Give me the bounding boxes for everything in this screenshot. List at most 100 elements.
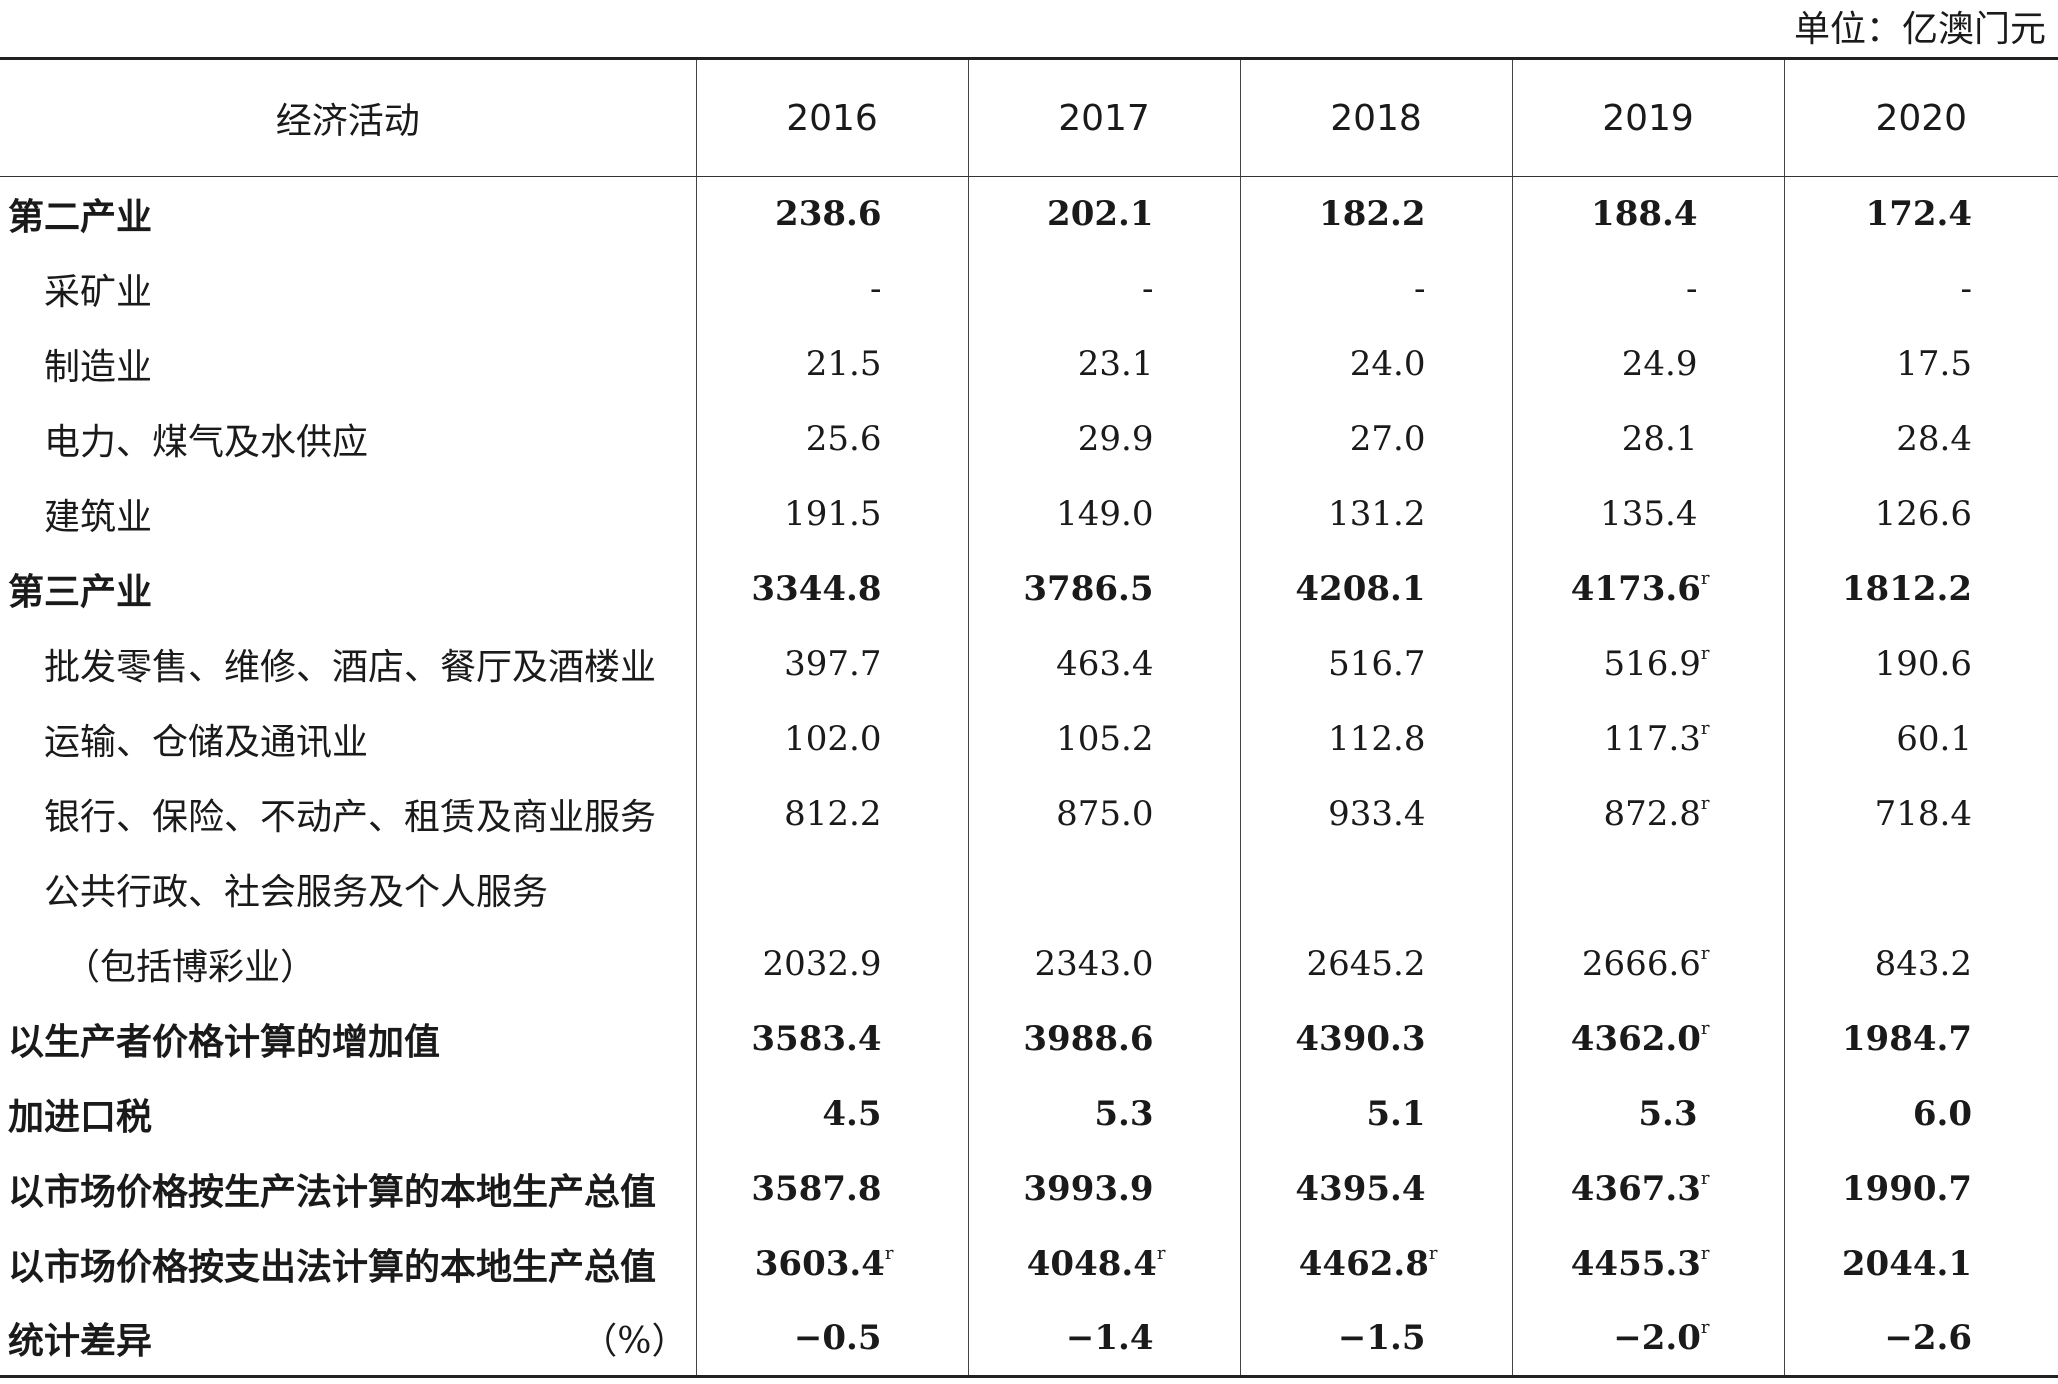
cell-value: 188.4 <box>1511 176 1784 252</box>
row-label: 以市场价格按生产法计算的本地生产总值 <box>8 1171 657 1213</box>
cell-value: 4048.4r <box>967 1226 1240 1302</box>
cell-value: - <box>1239 251 1512 327</box>
cell-value: −1.5 <box>1239 1301 1512 1378</box>
revised-mark: r <box>1700 942 1710 964</box>
value-text: 24.9 <box>1621 344 1698 384</box>
table-row: 统计差异 （%） −0.5 −1.4 −1.5 −2.0r −2.6 <box>0 1301 2058 1378</box>
cell-value: 3993.9 <box>967 1151 1240 1227</box>
value-text: 102.0 <box>784 719 882 759</box>
value-text: 60.1 <box>1896 719 1972 759</box>
row-label: 采矿业 <box>44 272 153 313</box>
cell-value: 463.4 <box>967 626 1240 702</box>
cell-value <box>695 851 968 927</box>
value-text: 17.5 <box>1896 344 1972 384</box>
value-text: - <box>870 269 882 309</box>
value-text: 2044.1 <box>1841 1244 1972 1284</box>
value-text: −2.6 <box>1884 1318 1972 1359</box>
cell-value: 875.0 <box>967 776 1240 852</box>
revised-mark: r <box>1428 1242 1438 1264</box>
revised-mark: r <box>1700 1242 1710 1264</box>
value-text: 23.1 <box>1077 344 1154 384</box>
table-row: 加进口税 4.5 5.3 5.1 5.3 6.0 <box>0 1076 2058 1152</box>
revised-mark: r <box>1700 1316 1710 1338</box>
value-text: 872.8 <box>1603 794 1701 834</box>
value-text: −0.5 <box>793 1318 882 1359</box>
header-year: 2019 <box>1511 57 1784 177</box>
cell-value: 1812.2 <box>1783 551 2058 627</box>
cell-value <box>1239 851 1512 927</box>
cell-value: 3786.5 <box>967 551 1240 627</box>
value-text: 718.4 <box>1874 794 1972 834</box>
value-text: 25.6 <box>805 419 882 459</box>
value-text: −1.4 <box>1065 1318 1154 1359</box>
cell-value: - <box>1783 251 2058 327</box>
cell-value: 4395.4 <box>1239 1151 1512 1227</box>
value-text: 5.1 <box>1366 1094 1426 1134</box>
header-year: 2016 <box>695 57 968 177</box>
cell-value: 182.2 <box>1239 176 1512 252</box>
value-text: 3583.4 <box>751 1019 882 1059</box>
table-row: 第三产业 3344.8 3786.5 4208.1 4173.6r 1812.2 <box>0 551 2058 627</box>
cell-value: 21.5 <box>695 326 968 402</box>
cell-value: 112.8 <box>1239 701 1512 777</box>
revised-mark: r <box>1700 642 1710 664</box>
value-text: 6.0 <box>1912 1094 1972 1134</box>
value-text: 3603.4 <box>754 1244 885 1284</box>
value-text: 191.5 <box>784 494 882 534</box>
row-label: 加进口税 <box>8 1096 153 1138</box>
cell-value: 4462.8r <box>1239 1226 1512 1302</box>
value-text: −2.0 <box>1613 1318 1701 1359</box>
row-label: 统计差异 （%） <box>0 1301 696 1378</box>
table-row: 公共行政、社会服务及个人服务 <box>0 851 2058 927</box>
table-row: 批发零售、维修、酒店、餐厅及酒楼业 397.7 463.4 516.7 516.9r 19… <box>0 626 2058 702</box>
table-row: 运输、仓储及通讯业 102.0 105.2 112.8 117.3r 60.1 <box>0 701 2058 777</box>
value-text: 112.8 <box>1328 719 1426 759</box>
value-text: 131.2 <box>1328 494 1426 534</box>
row-label: 第三产业 <box>8 571 153 613</box>
value-text: 2666.6 <box>1581 944 1701 984</box>
cell-value: 5.3 <box>967 1076 1240 1152</box>
cell-value: 131.2 <box>1239 476 1512 552</box>
header-year: 2020 <box>1783 57 2058 177</box>
revised-mark: r <box>1700 567 1710 589</box>
value-text: 1990.7 <box>1841 1169 1972 1209</box>
revised-mark: r <box>1700 1017 1710 1039</box>
cell-value: 933.4 <box>1239 776 1512 852</box>
cell-value: 516.7 <box>1239 626 1512 702</box>
value-text: 5.3 <box>1094 1094 1154 1134</box>
value-text: 126.6 <box>1874 494 1972 534</box>
cell-value: - <box>1511 251 1784 327</box>
table-row: 银行、保险、不动产、租赁及商业服务 812.2 875.0 933.4 872.8r 71… <box>0 776 2058 852</box>
table-row: 建筑业 191.5 149.0 131.2 135.4 126.6 <box>0 476 2058 552</box>
value-text: 1812.2 <box>1841 569 1972 609</box>
value-text: 3344.8 <box>751 569 882 609</box>
value-text: 135.4 <box>1600 494 1698 534</box>
cell-value: −1.4 <box>967 1301 1240 1378</box>
value-text: 21.5 <box>805 344 882 384</box>
value-text: 5.3 <box>1638 1094 1698 1134</box>
cell-value: 843.2 <box>1783 926 2058 1002</box>
value-text: 172.4 <box>1865 194 1972 235</box>
revised-mark: r <box>1700 717 1710 739</box>
value-text: - <box>1960 269 1973 309</box>
cell-value: 1984.7 <box>1783 1001 2058 1077</box>
value-text: −1.5 <box>1337 1318 1426 1359</box>
cell-value: 5.3 <box>1511 1076 1784 1152</box>
cell-value: 24.9 <box>1511 326 1784 402</box>
value-text: 4367.3 <box>1570 1169 1701 1209</box>
value-text: 24.0 <box>1349 344 1426 384</box>
value-text: 4390.3 <box>1295 1019 1426 1059</box>
cell-value <box>1783 851 2058 927</box>
row-label: 批发零售、维修、酒店、餐厅及酒楼业 <box>44 647 657 688</box>
row-label-unit: （%） <box>581 1321 688 1363</box>
value-text: 117.3 <box>1603 719 1701 759</box>
row-label: 以生产者价格计算的增加值 <box>8 1021 441 1063</box>
value-text: 3786.5 <box>1023 569 1154 609</box>
cell-value: 202.1 <box>967 176 1240 252</box>
value-text: 149.0 <box>1056 494 1154 534</box>
value-text: - <box>1686 269 1698 309</box>
value-text: 2645.2 <box>1306 944 1426 984</box>
cell-value: 2645.2 <box>1239 926 1512 1002</box>
value-text: 4395.4 <box>1295 1169 1426 1209</box>
cell-value: 4.5 <box>695 1076 968 1152</box>
